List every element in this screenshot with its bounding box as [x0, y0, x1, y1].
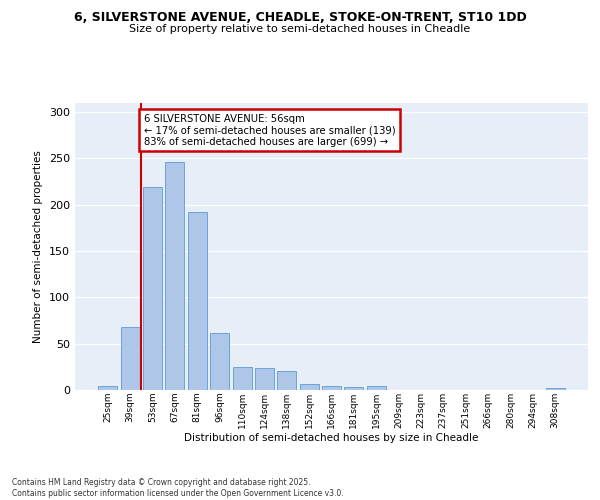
Bar	[143, 187, 162, 390]
Bar	[255, 368, 274, 390]
Text: 6 SILVERSTONE AVENUE: 56sqm
← 17% of semi-detached houses are smaller (139)
83% : 6 SILVERSTONE AVENUE: 56sqm ← 17% of sem…	[143, 114, 395, 147]
Bar	[545, 388, 565, 390]
Bar	[210, 334, 229, 390]
Text: Size of property relative to semi-detached houses in Cheadle: Size of property relative to semi-detach…	[130, 24, 470, 34]
Bar	[367, 386, 386, 390]
Bar	[233, 367, 251, 390]
X-axis label: Distribution of semi-detached houses by size in Cheadle: Distribution of semi-detached houses by …	[184, 434, 479, 444]
Bar	[322, 386, 341, 390]
Bar	[121, 327, 140, 390]
Y-axis label: Number of semi-detached properties: Number of semi-detached properties	[34, 150, 43, 342]
Bar	[277, 372, 296, 390]
Bar	[299, 384, 319, 390]
Text: Contains HM Land Registry data © Crown copyright and database right 2025.
Contai: Contains HM Land Registry data © Crown c…	[12, 478, 344, 498]
Bar	[344, 387, 364, 390]
Text: 6, SILVERSTONE AVENUE, CHEADLE, STOKE-ON-TRENT, ST10 1DD: 6, SILVERSTONE AVENUE, CHEADLE, STOKE-ON…	[74, 11, 526, 24]
Bar	[166, 162, 184, 390]
Bar	[98, 386, 118, 390]
Bar	[188, 212, 207, 390]
